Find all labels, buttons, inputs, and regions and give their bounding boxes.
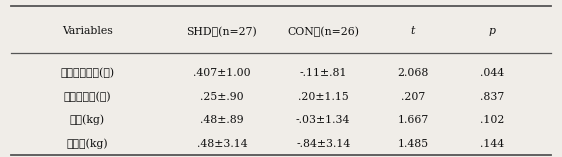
Text: .25±.90: .25±.90 [200,92,244,102]
Text: .48±.89: .48±.89 [200,115,244,125]
Text: .20±1.15: .20±1.15 [298,92,348,102]
Text: .407±1.00: .407±1.00 [193,68,251,78]
Text: .102: .102 [479,115,504,125]
Text: 악력(kg): 악력(kg) [70,115,105,125]
Text: 1.667: 1.667 [397,115,429,125]
Text: Variables: Variables [62,26,112,36]
Text: .144: .144 [480,139,504,149]
Text: -.03±1.34: -.03±1.34 [296,115,350,125]
Text: .044: .044 [480,68,504,78]
Text: -.11±.81: -.11±.81 [300,68,347,78]
Text: -.84±3.14: -.84±3.14 [296,139,350,149]
Text: 1.485: 1.485 [397,139,429,149]
Text: 팔굴헬펴기(회): 팔굴헬펴기(회) [64,91,111,102]
Text: .48±3.14: .48±3.14 [197,139,247,149]
Text: p: p [488,26,495,36]
Text: SHD군(n=27): SHD군(n=27) [187,26,257,37]
Text: .837: .837 [479,92,504,102]
Text: 2.068: 2.068 [397,68,429,78]
Text: t: t [411,26,415,36]
Text: CON군(n=26): CON군(n=26) [287,26,359,37]
Text: 배근력(kg): 배근력(kg) [66,138,108,149]
Text: 왼몸일으키기(회): 왼몸일으키기(회) [60,68,114,78]
Text: .207: .207 [401,92,425,102]
